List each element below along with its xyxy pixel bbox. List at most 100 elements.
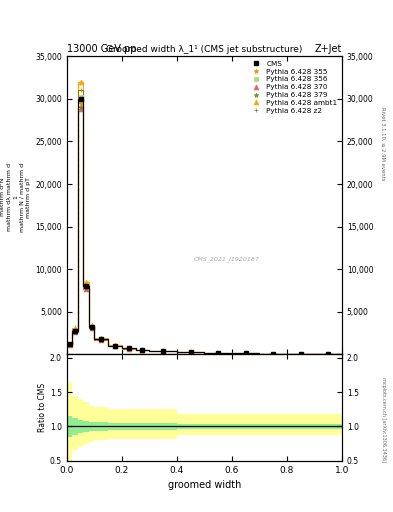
Pythia 6.428 356 [84,284,88,290]
Pythia 6.428 355 [84,285,88,291]
CMS [99,336,104,342]
Pythia 6.428 370 [161,348,165,354]
Line: CMS: CMS [67,96,331,356]
Pythia 6.428 379 [73,329,77,335]
Text: mathrm d²N
mathrm dλ mathrm d
1
mathrm N / mathrm d
mathrm d pT: mathrm d²N mathrm dλ mathrm d 1 mathrm N… [0,162,31,232]
Pythia 6.428 ambt1 [113,343,118,349]
Pythia 6.428 ambt1 [84,279,88,285]
Pythia 6.428 z2 [67,341,72,347]
Pythia 6.428 355 [78,100,83,106]
Pythia 6.428 355 [73,328,77,334]
CMS [113,343,118,349]
Pythia 6.428 ambt1 [67,340,72,347]
Line: Pythia 6.428 z2: Pythia 6.428 z2 [67,88,331,356]
Pythia 6.428 379 [113,343,118,349]
Pythia 6.428 356 [78,94,83,100]
Pythia 6.428 356 [89,325,94,331]
Pythia 6.428 370 [67,342,72,348]
Text: mcplots.cern.ch [arXiv:1306.3436]: mcplots.cern.ch [arXiv:1306.3436] [381,377,386,462]
Pythia 6.428 370 [127,346,131,352]
Pythia 6.428 ambt1 [99,335,104,342]
CMS [89,324,94,330]
Pythia 6.428 z2 [78,88,83,94]
Pythia 6.428 356 [161,348,165,354]
CMS [298,351,303,357]
Pythia 6.428 z2 [271,351,275,357]
Pythia 6.428 356 [140,347,145,353]
Pythia 6.428 379 [298,351,303,357]
CMS [188,349,193,355]
Pythia 6.428 379 [140,347,145,353]
Pythia 6.428 355 [326,351,331,357]
Pythia 6.428 356 [298,351,303,357]
X-axis label: groomed width: groomed width [168,480,241,490]
Text: Z+Jet: Z+Jet [314,44,342,54]
Legend: CMS, Pythia 6.428 355, Pythia 6.428 356, Pythia 6.428 370, Pythia 6.428 379, Pyt: CMS, Pythia 6.428 355, Pythia 6.428 356,… [245,58,340,117]
CMS [271,351,275,357]
Pythia 6.428 z2 [127,345,131,351]
Pythia 6.428 z2 [84,282,88,288]
Pythia 6.428 ambt1 [161,348,165,354]
Pythia 6.428 ambt1 [271,351,275,357]
Pythia 6.428 379 [99,336,104,343]
Pythia 6.428 356 [216,350,220,356]
Pythia 6.428 370 [188,349,193,355]
Pythia 6.428 356 [127,346,131,352]
Pythia 6.428 356 [73,328,77,334]
Pythia 6.428 370 [243,350,248,356]
CMS [84,283,88,289]
Pythia 6.428 z2 [161,348,165,354]
Pythia 6.428 379 [84,285,88,291]
Pythia 6.428 370 [84,286,88,292]
Pythia 6.428 379 [326,351,331,357]
Line: Pythia 6.428 ambt1: Pythia 6.428 ambt1 [67,79,331,356]
Pythia 6.428 z2 [99,336,104,342]
Pythia 6.428 370 [113,343,118,349]
Pythia 6.428 356 [243,350,248,356]
Pythia 6.428 370 [78,106,83,112]
Line: Pythia 6.428 370: Pythia 6.428 370 [67,106,331,356]
CMS [326,351,331,357]
Pythia 6.428 z2 [113,343,118,349]
Pythia 6.428 355 [298,351,303,357]
Pythia 6.428 379 [271,351,275,357]
Pythia 6.428 370 [298,351,303,357]
CMS [243,350,248,356]
Pythia 6.428 355 [216,350,220,356]
Pythia 6.428 355 [243,350,248,356]
Pythia 6.428 379 [216,350,220,356]
Pythia 6.428 355 [113,343,118,349]
Pythia 6.428 356 [271,351,275,357]
Pythia 6.428 355 [161,348,165,354]
Y-axis label: Ratio to CMS: Ratio to CMS [38,383,47,432]
Pythia 6.428 ambt1 [298,351,303,357]
Text: Rivet 3.1.10, ≥ 2.9M events: Rivet 3.1.10, ≥ 2.9M events [381,106,386,180]
Pythia 6.428 z2 [298,351,303,357]
Pythia 6.428 379 [161,348,165,354]
Pythia 6.428 z2 [89,324,94,330]
Pythia 6.428 370 [326,351,331,357]
Pythia 6.428 z2 [73,327,77,333]
CMS [161,348,165,354]
Pythia 6.428 ambt1 [216,350,220,356]
Pythia 6.428 ambt1 [78,79,83,85]
Pythia 6.428 z2 [188,349,193,355]
Title: Groomed width λ_1¹ (CMS jet substructure): Groomed width λ_1¹ (CMS jet substructure… [106,45,303,54]
Pythia 6.428 370 [140,347,145,353]
CMS [78,96,83,102]
Pythia 6.428 379 [188,349,193,355]
Pythia 6.428 355 [67,342,72,348]
Pythia 6.428 ambt1 [127,345,131,351]
Pythia 6.428 ambt1 [140,347,145,353]
Text: CMS_2021_I1920187: CMS_2021_I1920187 [193,256,259,262]
Pythia 6.428 ambt1 [326,351,331,357]
CMS [67,341,72,347]
Pythia 6.428 355 [271,351,275,357]
Pythia 6.428 356 [326,351,331,357]
Pythia 6.428 356 [188,349,193,355]
Pythia 6.428 370 [73,329,77,335]
CMS [140,347,145,353]
Pythia 6.428 370 [271,351,275,357]
Pythia 6.428 ambt1 [73,325,77,331]
Pythia 6.428 370 [99,336,104,343]
